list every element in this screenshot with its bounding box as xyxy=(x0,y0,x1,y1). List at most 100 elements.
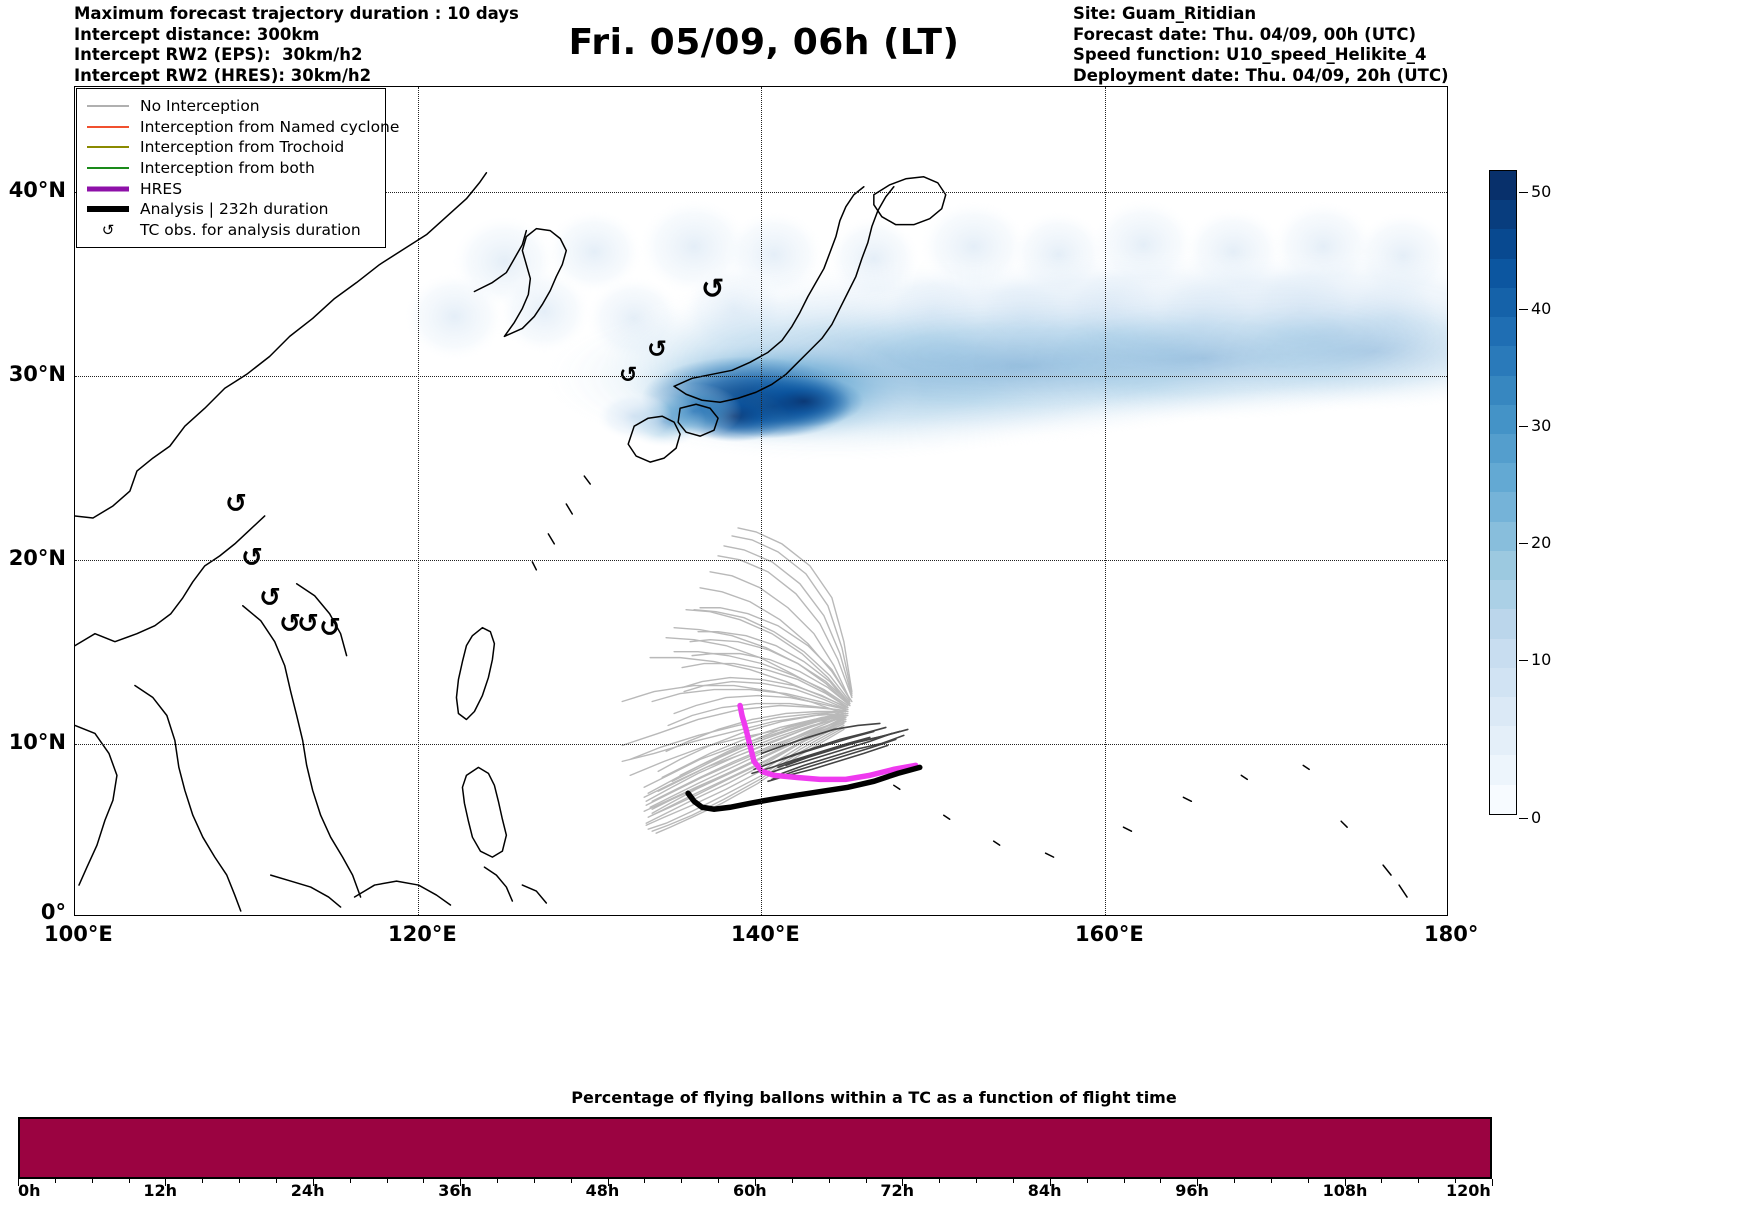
bottom-bar-minor-tick xyxy=(1455,1179,1457,1183)
bottom-bar-tick-label: 120h xyxy=(1446,1181,1491,1200)
bottom-bar-minor-tick xyxy=(976,1179,978,1183)
colorbar-segment xyxy=(1490,726,1516,756)
legend-item: Interception from Named cyclone xyxy=(85,117,399,138)
colorbar xyxy=(1489,170,1517,815)
bottom-bar-tick-mark xyxy=(1492,1179,1493,1186)
gridline-lat-20 xyxy=(75,560,1447,561)
map-canvas: ↺ ↺ ↺ ↺ ↺ ↺ ↺ ↺ ↺ xyxy=(75,87,1447,915)
gridline-lat-30 xyxy=(75,376,1447,377)
x-axis-tick-180: 180° xyxy=(1424,922,1479,946)
colorbar-segment xyxy=(1490,317,1516,347)
bottom-bar-tick-label: 72h xyxy=(880,1181,915,1200)
bottom-bar-tick-label: 0h xyxy=(18,1181,41,1200)
trajectory-layer xyxy=(621,527,923,834)
bottom-bar-title: Percentage of flying ballons within a TC… xyxy=(571,1088,1177,1107)
bottom-bar-minor-tick xyxy=(275,1179,277,1183)
bottom-bar-minor-tick xyxy=(128,1179,130,1183)
header-left-metadata: Maximum forecast trajectory duration : 1… xyxy=(74,4,519,85)
bottom-bar-tick-mark xyxy=(1049,1179,1051,1186)
colorbar-segment xyxy=(1490,404,1516,434)
page-title: Fri. 05/09, 06h (LT) xyxy=(0,22,1748,63)
bottom-bar-minor-tick xyxy=(865,1179,867,1183)
tc-obs-marker: ↺ xyxy=(647,335,668,363)
legend-swatch-no-interception xyxy=(85,99,131,113)
map-svg xyxy=(404,198,1447,462)
flight-time-bar-fill xyxy=(20,1119,1490,1177)
gridline-lat-10 xyxy=(75,744,1447,745)
colorbar-segment xyxy=(1490,696,1516,727)
legend-item: ↺ TC obs. for analysis duration xyxy=(85,220,376,241)
colorbar-segment xyxy=(1490,258,1516,288)
bottom-bar-tick-mark xyxy=(165,1179,167,1186)
y-axis-tick-20N: 20°N xyxy=(8,546,66,570)
colorbar-segment xyxy=(1490,667,1516,697)
analysis-track xyxy=(685,764,923,813)
colorbar-tick-30: 30 xyxy=(1519,416,1551,435)
colorbar-tick-40: 40 xyxy=(1519,299,1551,318)
grid-layer xyxy=(75,87,1447,915)
bottom-bar-minor-tick xyxy=(202,1179,204,1183)
bottom-bar-minor-tick xyxy=(1234,1179,1236,1183)
flight-time-bar[interactable] xyxy=(18,1117,1492,1179)
colorbar-segment xyxy=(1490,463,1516,493)
bottom-bar-minor-tick xyxy=(1307,1179,1309,1183)
bottom-bar-tick-mark xyxy=(902,1179,904,1186)
legend-item: Interception from both xyxy=(85,158,376,179)
y-axis-tick-0: 0° xyxy=(40,900,66,924)
bottom-bar-tick-mark xyxy=(1344,1179,1346,1186)
colorbar-segment xyxy=(1490,638,1516,668)
y-axis-tick-10N: 10°N xyxy=(8,730,66,754)
tc-markers-layer: ↺ ↺ ↺ ↺ ↺ ↺ ↺ ↺ ↺ xyxy=(75,87,1447,915)
tc-obs-marker: ↺ xyxy=(259,583,281,613)
x-axis-tick-140E: 140°E xyxy=(731,922,800,946)
legend-label: Interception from Named cyclone xyxy=(140,117,400,136)
bottom-bar-tick-label: 36h xyxy=(438,1181,472,1200)
colorbar-segment xyxy=(1490,521,1516,551)
legend-label: HRES xyxy=(140,179,183,198)
density-field xyxy=(404,198,1447,462)
map-legend[interactable]: No Interception Interception from Named … xyxy=(76,88,399,249)
bottom-bar-minor-tick xyxy=(1160,1179,1162,1183)
bottom-bar-tick-mark xyxy=(607,1179,609,1186)
header-right-metadata: Site: Guam_Ritidian Forecast date: Thu. … xyxy=(1073,4,1449,85)
tc-obs-marker: ↺ xyxy=(701,272,725,305)
bottom-bar-minor-tick xyxy=(423,1179,425,1183)
legend-label: Interception from both xyxy=(140,159,315,178)
legend-swatch-analysis xyxy=(85,202,131,216)
bottom-bar-tick-label: 48h xyxy=(585,1181,620,1200)
legend-item: Analysis | 232h duration xyxy=(85,199,376,220)
bottom-bar-minor-tick xyxy=(1381,1179,1383,1183)
bottom-bar-minor-tick xyxy=(939,1179,941,1183)
colorbar-tick-20: 20 xyxy=(1519,533,1551,552)
hres-track xyxy=(737,702,919,783)
colorbar-segment xyxy=(1490,433,1516,464)
legend-label: Interception from Trochoid xyxy=(140,138,345,157)
map-panel[interactable]: ↺ ↺ ↺ ↺ ↺ ↺ ↺ ↺ ↺ xyxy=(74,86,1448,916)
bottom-bar-minor-tick xyxy=(239,1179,241,1183)
x-axis-tick-120E: 120°E xyxy=(388,922,457,946)
page-title-text: Fri. 05/09, 06h (LT) xyxy=(568,22,960,63)
bottom-bar-tick-label: 96h xyxy=(1175,1181,1209,1200)
colorbar-segment xyxy=(1490,784,1516,814)
bottom-bar-tick-mark xyxy=(312,1179,314,1186)
gridline-lon-160 xyxy=(1105,87,1106,915)
colorbar-segment xyxy=(1490,200,1516,230)
colorbar-segment xyxy=(1490,609,1516,639)
bottom-bar-tick-label: 84h xyxy=(1027,1181,1062,1200)
bottom-bar-tick-mark xyxy=(755,1179,756,1186)
legend-label: Analysis | 232h duration xyxy=(140,200,329,219)
coastline-layer xyxy=(75,172,1408,912)
tc-obs-marker: ↺ xyxy=(225,489,247,519)
bottom-bar-minor-tick xyxy=(1123,1179,1125,1183)
legend-item: HRES xyxy=(85,178,376,199)
colorbar-segment xyxy=(1490,171,1516,201)
bottom-bar-minor-tick xyxy=(386,1179,388,1183)
bottom-bar-tick-mark xyxy=(460,1179,462,1186)
x-axis-tick-160E: 160°E xyxy=(1075,922,1144,946)
bottom-bar-minor-tick xyxy=(570,1179,572,1183)
colorbar-segment xyxy=(1490,346,1516,376)
tc-obs-marker: ↺ xyxy=(279,609,301,639)
bottom-bar-minor-tick xyxy=(644,1179,646,1183)
tc-obs-marker: ↺ xyxy=(319,613,341,643)
legend-swatch-both xyxy=(85,161,131,175)
